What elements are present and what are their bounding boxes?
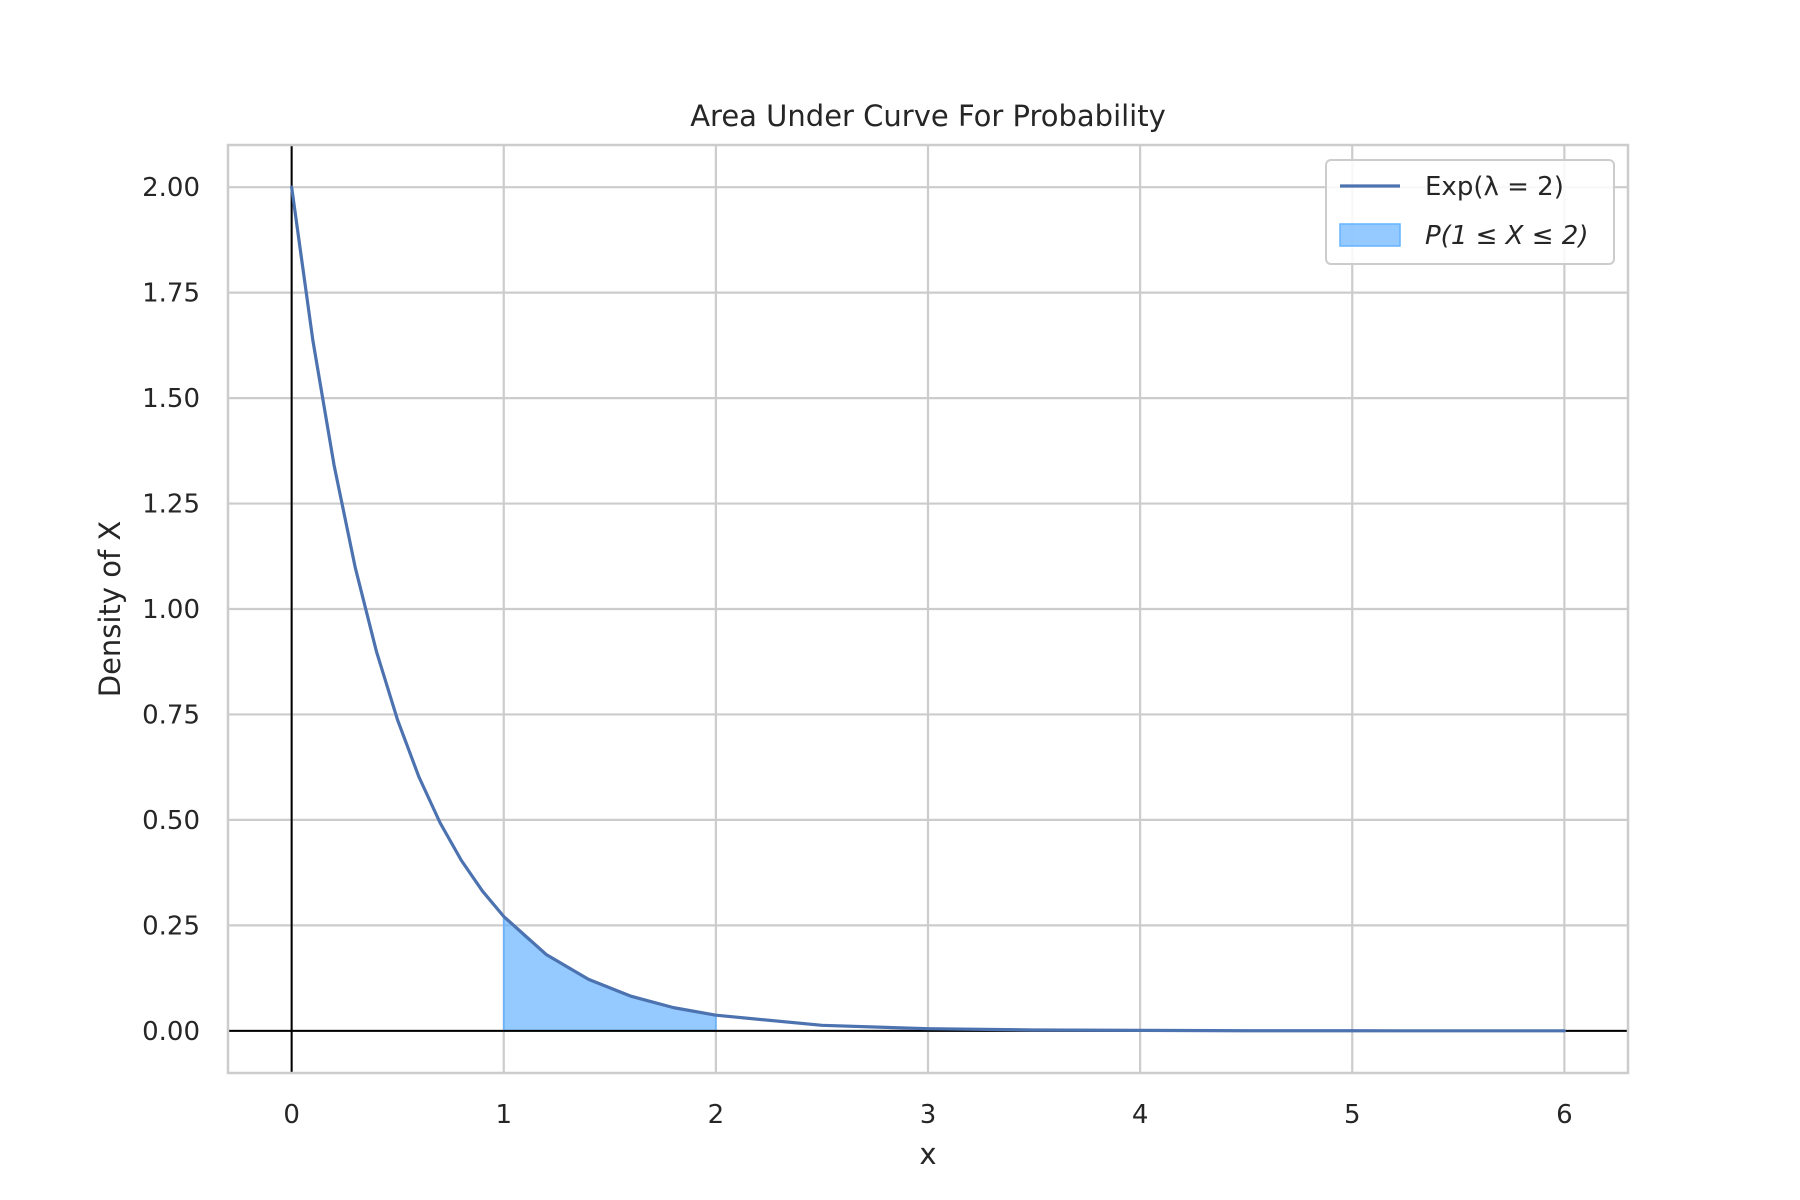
y-tick-labels: 0.00 0.25 0.50 0.75 1.00 1.25 1.50 1.75 2.00: [142, 173, 200, 1047]
y-tick-label: 0.25: [142, 911, 200, 941]
density-curve: [290, 185, 1566, 1033]
y-tick-label: 0.00: [142, 1017, 200, 1047]
x-tick-label: 2: [708, 1100, 725, 1130]
x-tick-label: 4: [1132, 1100, 1149, 1130]
legend-label-probability: P(1 ≤ X ≤ 2): [1425, 221, 1589, 251]
x-tick-label: 6: [1556, 1100, 1573, 1130]
legend: Exp(λ = 2) P(1 ≤ X ≤ 2): [1325, 159, 1615, 265]
y-tick-label: 0.75: [142, 700, 200, 730]
y-tick-label: 1.25: [142, 490, 200, 520]
x-tick-label: 3: [920, 1100, 937, 1130]
legend-label-exp: Exp(λ = 2): [1425, 172, 1564, 202]
x-axis-label: x: [919, 1137, 936, 1171]
line-layer: [290, 185, 1566, 1033]
plot-frame: [226, 143, 1630, 1075]
x-tick-label: 5: [1344, 1100, 1361, 1130]
y-axis-label: Density of X: [93, 521, 127, 698]
y-tick-label: 1.50: [142, 384, 200, 414]
y-tick-label: 1.00: [142, 595, 200, 625]
y-tick-label: 2.00: [142, 173, 200, 203]
y-tick-label: 1.75: [142, 279, 200, 309]
legend-patch-swatch: [1339, 223, 1401, 247]
chart-title: Area Under Curve For Probability: [690, 99, 1166, 133]
y-tick-label: 0.50: [142, 806, 200, 836]
x-tick-label: 0: [283, 1100, 300, 1130]
x-tick-label: 1: [495, 1100, 512, 1130]
x-tick-labels: 0 1 2 3 4 5 6: [283, 1100, 1572, 1130]
